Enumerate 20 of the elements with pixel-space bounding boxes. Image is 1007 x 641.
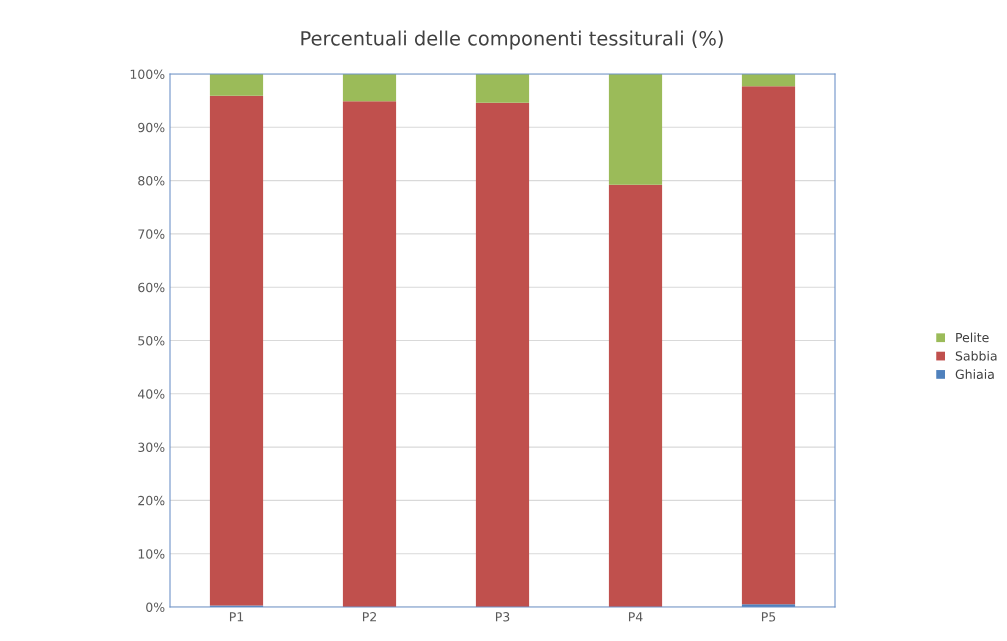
x-tick-label: P4 xyxy=(628,612,643,622)
y-tick-label: 90% xyxy=(138,122,165,133)
y-tick-label: 20% xyxy=(138,495,165,506)
y-tick-label: 60% xyxy=(138,282,165,293)
y-tick-label: 10% xyxy=(138,549,165,559)
y-tick-label: 100% xyxy=(130,69,165,79)
y-tick-label: 40% xyxy=(137,389,165,399)
y-tick-label: 0% xyxy=(146,602,165,612)
x-tick-label: P2 xyxy=(362,612,376,622)
legend-label: Ghiaia xyxy=(955,369,994,379)
y-tick-label: 30% xyxy=(138,442,165,453)
legend-label: Pelite xyxy=(956,332,989,343)
y-tick-label: 80% xyxy=(138,176,165,186)
y-tick-label: 70% xyxy=(138,229,165,239)
x-tick-label: P3 xyxy=(495,612,510,622)
y-tick-label: 50% xyxy=(138,335,165,346)
x-tick-label: P1 xyxy=(229,612,244,622)
chart-title: Percentuali delle componenti tessiturali (%) xyxy=(301,30,723,50)
legend-label: Sabbia xyxy=(955,350,997,361)
x-tick-label: P5 xyxy=(761,612,776,622)
